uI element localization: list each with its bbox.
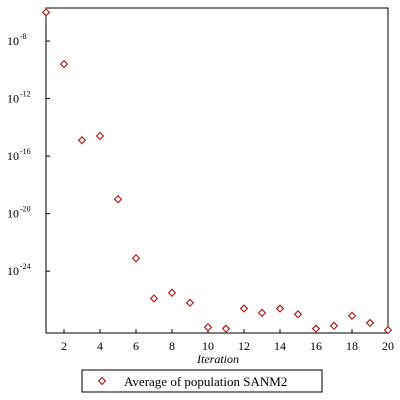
plot-frame [45,7,389,334]
x-axis-ticks: 2 4 6 8 10 12 14 16 18 20 [61,329,394,353]
data-point [59,59,69,69]
y-tick-base: 10 [7,34,19,48]
data-point [275,304,285,313]
x-tick-label: 2 [61,339,67,353]
x-tick-label: 6 [133,339,139,353]
data-point [113,195,123,204]
data-point [185,298,195,308]
data-points [41,8,393,335]
y-tick-label: 10-12 [7,90,31,106]
legend-label: Average of population SANM2 [124,374,287,389]
data-point [203,322,213,332]
y-tick-exponent: -8 [20,32,27,41]
y-tick-base: 10 [7,207,19,221]
data-point [167,288,177,297]
data-point [365,318,375,328]
x-tick-label: 20 [382,339,394,353]
x-axis-title: Iteration [196,352,239,366]
data-point [293,310,303,319]
x-tick-label: 14 [274,339,286,353]
legend-marker [97,376,107,386]
y-tick-base: 10 [7,149,19,163]
data-point [221,324,231,333]
data-point [347,311,357,320]
data-point [329,321,339,331]
y-tick-base: 10 [7,92,19,106]
y-tick-exponent: -24 [20,262,31,271]
data-point [311,324,321,333]
x-tick-label: 4 [97,339,103,353]
y-tick-base: 10 [7,264,19,278]
y-tick-exponent: -12 [20,90,31,99]
y-tick-label: 10-24 [7,262,31,278]
legend: Average of population SANM2 [81,369,323,393]
x-tick-label: 10 [202,339,214,353]
data-point [131,253,141,263]
y-tick-label: 10-8 [7,32,27,48]
x-tick-label: 8 [169,339,175,353]
y-tick-exponent: -20 [20,205,31,214]
data-point [257,308,267,318]
data-point [383,325,393,335]
y-tick-label: 10-20 [7,205,31,221]
y-tick-exponent: -16 [20,147,31,156]
x-tick-label: 18 [346,339,358,353]
x-tick-label: 16 [310,339,322,353]
data-point [149,294,159,303]
legend-box [81,369,323,393]
data-point [239,304,249,313]
data-point [77,136,87,145]
data-point [95,131,105,141]
y-tick-label: 10-16 [7,147,31,163]
x-tick-label: 12 [238,339,250,353]
data-point [41,8,51,17]
